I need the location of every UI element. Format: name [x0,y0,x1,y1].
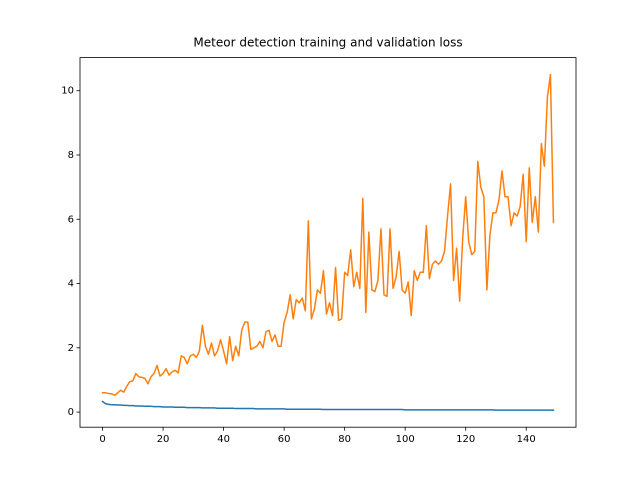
plot-frame [79,57,577,428]
x-tick-label: 40 [217,434,230,445]
x-tick-label: 60 [278,434,291,445]
x-tick-label: 120 [456,434,475,445]
chart-title: Meteor detection training and validation… [193,36,462,50]
x-tick-label: 20 [157,434,170,445]
y-tick-label: 4 [68,279,74,290]
x-tick-label: 140 [517,434,536,445]
x-tick-label: 0 [99,434,105,445]
data-line [101,73,555,397]
x-tick-label: 100 [396,434,415,445]
data-line [101,400,555,411]
y-tick-label: 10 [61,86,74,97]
y-tick-label: 6 [68,214,74,225]
y-tick-label: 2 [68,343,74,354]
y-tick-label: 8 [68,150,74,161]
x-tick-label: 80 [338,434,351,445]
y-tick-label: 0 [68,407,74,418]
